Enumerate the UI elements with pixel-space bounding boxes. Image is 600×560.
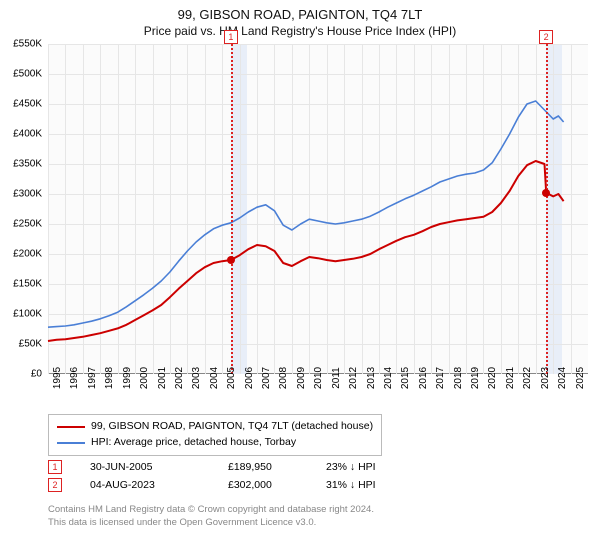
x-tick-label: 2000 — [139, 367, 150, 389]
x-tick-label: 2006 — [244, 367, 255, 389]
x-tick-label: 2022 — [522, 367, 533, 389]
x-tick-label: 2003 — [191, 367, 202, 389]
footer-line-2: This data is licensed under the Open Gov… — [48, 517, 374, 530]
y-tick-label: £200K — [0, 249, 42, 260]
footer-line-1: Contains HM Land Registry data © Crown c… — [48, 504, 374, 517]
y-tick-label: £500K — [0, 69, 42, 80]
events-table: 1 30-JUN-2005 £189,950 23% ↓ HPI 2 04-AUG-202… — [48, 460, 436, 496]
event-price: £189,950 — [228, 461, 308, 473]
x-tick-label: 1996 — [69, 367, 80, 389]
x-tick-label: 2015 — [400, 367, 411, 389]
x-tick-label: 2013 — [366, 367, 377, 389]
x-tick-label: 2017 — [435, 367, 446, 389]
x-tick-label: 2009 — [296, 367, 307, 389]
y-tick-label: £550K — [0, 39, 42, 50]
x-tick-label: 2012 — [348, 367, 359, 389]
x-tick-label: 2005 — [226, 367, 237, 389]
x-tick-label: 2025 — [575, 367, 586, 389]
footer-attribution: Contains HM Land Registry data © Crown c… — [48, 504, 374, 530]
x-tick-label: 2024 — [557, 367, 568, 389]
chart-title: 99, GIBSON ROAD, PAIGNTON, TQ4 7LT — [0, 0, 600, 24]
x-tick-label: 1997 — [87, 367, 98, 389]
event-id-box: 1 — [48, 460, 62, 474]
event-pct-vs-hpi: 23% ↓ HPI — [326, 461, 436, 473]
series-hpi — [48, 101, 564, 327]
y-tick-label: £250K — [0, 219, 42, 230]
x-tick-label: 2008 — [278, 367, 289, 389]
sale-marker — [227, 256, 235, 264]
event-date: 30-JUN-2005 — [90, 461, 210, 473]
legend-item: 99, GIBSON ROAD, PAIGNTON, TQ4 7LT (deta… — [57, 419, 373, 435]
event-id-box: 2 — [48, 478, 62, 492]
legend-swatch — [57, 426, 85, 428]
x-tick-label: 2023 — [540, 367, 551, 389]
chart-subtitle: Price paid vs. HM Land Registry's House … — [0, 24, 600, 42]
chart-area: 12 £0£50K£100K£150K£200K£250K£300K£350K£… — [48, 44, 588, 374]
x-tick-label: 2004 — [209, 367, 220, 389]
x-tick-label: 2021 — [505, 367, 516, 389]
x-tick-label: 2001 — [157, 367, 168, 389]
event-table-row: 2 04-AUG-2023 £302,000 31% ↓ HPI — [48, 478, 436, 492]
x-tick-label: 2018 — [453, 367, 464, 389]
y-tick-label: £50K — [0, 339, 42, 350]
y-tick-label: £150K — [0, 279, 42, 290]
x-tick-label: 2010 — [313, 367, 324, 389]
legend-swatch — [57, 442, 85, 444]
x-tick-label: 1998 — [104, 367, 115, 389]
y-tick-label: £350K — [0, 159, 42, 170]
x-tick-label: 2019 — [470, 367, 481, 389]
event-marker-box: 2 — [539, 30, 553, 44]
event-line — [231, 44, 233, 374]
event-marker-box: 1 — [224, 30, 238, 44]
y-tick-label: £100K — [0, 309, 42, 320]
event-line — [546, 44, 548, 374]
y-tick-label: £400K — [0, 129, 42, 140]
y-tick-label: £300K — [0, 189, 42, 200]
x-tick-label: 2014 — [383, 367, 394, 389]
x-tick-label: 2002 — [174, 367, 185, 389]
x-tick-label: 2020 — [487, 367, 498, 389]
legend-label: 99, GIBSON ROAD, PAIGNTON, TQ4 7LT (deta… — [91, 419, 373, 435]
x-tick-label: 1995 — [52, 367, 63, 389]
sale-marker — [542, 189, 550, 197]
legend-label: HPI: Average price, detached house, Torb… — [91, 435, 296, 451]
event-price: £302,000 — [228, 479, 308, 491]
x-tick-label: 1999 — [122, 367, 133, 389]
series-price_paid — [48, 161, 564, 341]
x-tick-label: 2011 — [331, 367, 342, 389]
y-tick-label: £450K — [0, 99, 42, 110]
event-table-row: 1 30-JUN-2005 £189,950 23% ↓ HPI — [48, 460, 436, 474]
legend: 99, GIBSON ROAD, PAIGNTON, TQ4 7LT (deta… — [48, 414, 382, 456]
event-date: 04-AUG-2023 — [90, 479, 210, 491]
event-pct-vs-hpi: 31% ↓ HPI — [326, 479, 436, 491]
x-tick-label: 2016 — [418, 367, 429, 389]
y-tick-label: £0 — [0, 369, 42, 380]
series-layer — [48, 44, 588, 374]
legend-item: HPI: Average price, detached house, Torb… — [57, 435, 373, 451]
x-tick-label: 2007 — [261, 367, 272, 389]
